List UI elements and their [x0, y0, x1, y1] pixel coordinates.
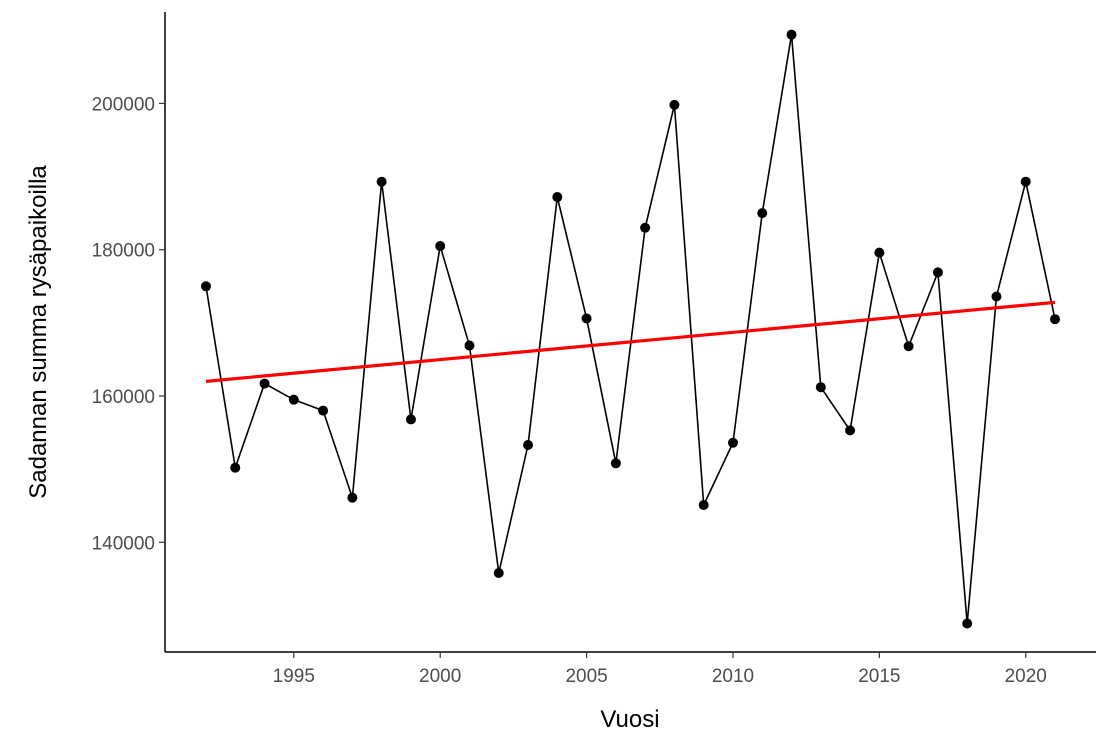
data-point — [581, 313, 592, 324]
x-tick-label: 2010 — [712, 666, 754, 687]
data-point — [610, 458, 621, 469]
data-point — [200, 281, 211, 292]
y-tick-label: 180000 — [92, 241, 155, 262]
data-point — [845, 425, 856, 436]
y-axis-ticks: 140000 160000 180000 200000 — [92, 94, 165, 554]
plot-area: 140000 160000 180000 200000 1995 2000 2005 201… — [92, 12, 1096, 687]
y-tick-label: 200000 — [92, 94, 155, 115]
y-tick-label: 160000 — [92, 387, 155, 408]
series-layer — [200, 29, 1061, 629]
data-point — [991, 291, 1002, 302]
x-tick-label: 1995 — [273, 666, 315, 687]
x-tick-label: 2005 — [565, 666, 607, 687]
data-point — [932, 267, 943, 278]
data-point — [903, 341, 914, 352]
data-point — [552, 192, 563, 203]
x-tick-label: 2020 — [1005, 666, 1047, 687]
y-axis-title: Sadannan summa rysäpaikoilla — [25, 165, 52, 499]
x-tick-label: 2015 — [858, 666, 900, 687]
x-axis-ticks: 1995 2000 2005 2010 2015 2020 — [273, 652, 1047, 687]
y-tick-label: 140000 — [92, 533, 155, 554]
data-point — [698, 499, 709, 510]
data-point — [405, 414, 416, 425]
data-point — [640, 222, 651, 233]
x-axis-title: Vuosi — [600, 706, 659, 733]
data-point — [757, 208, 768, 219]
data-point — [727, 437, 738, 448]
data-point — [376, 176, 387, 187]
data-point — [288, 394, 299, 405]
data-point — [1020, 176, 1031, 187]
data-point — [962, 618, 973, 629]
data-point — [347, 492, 358, 503]
trend-layer — [205, 300, 1056, 383]
series-line — [205, 33, 1056, 625]
data-point — [874, 247, 885, 258]
data-point — [230, 462, 241, 473]
data-point — [523, 440, 534, 451]
trend-line — [205, 300, 1056, 383]
data-point — [259, 378, 270, 389]
data-point — [318, 405, 329, 416]
data-point — [786, 29, 797, 40]
data-point — [435, 241, 446, 252]
data-point — [493, 568, 504, 579]
data-point — [464, 340, 475, 351]
data-point — [815, 382, 826, 393]
x-tick-label: 2000 — [419, 666, 461, 687]
data-point — [1050, 314, 1061, 325]
data-point — [669, 99, 680, 110]
